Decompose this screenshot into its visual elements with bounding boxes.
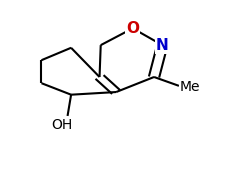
Text: OH: OH: [51, 118, 72, 132]
Text: Me: Me: [180, 80, 201, 94]
Text: O: O: [126, 21, 139, 36]
Text: N: N: [156, 38, 169, 53]
